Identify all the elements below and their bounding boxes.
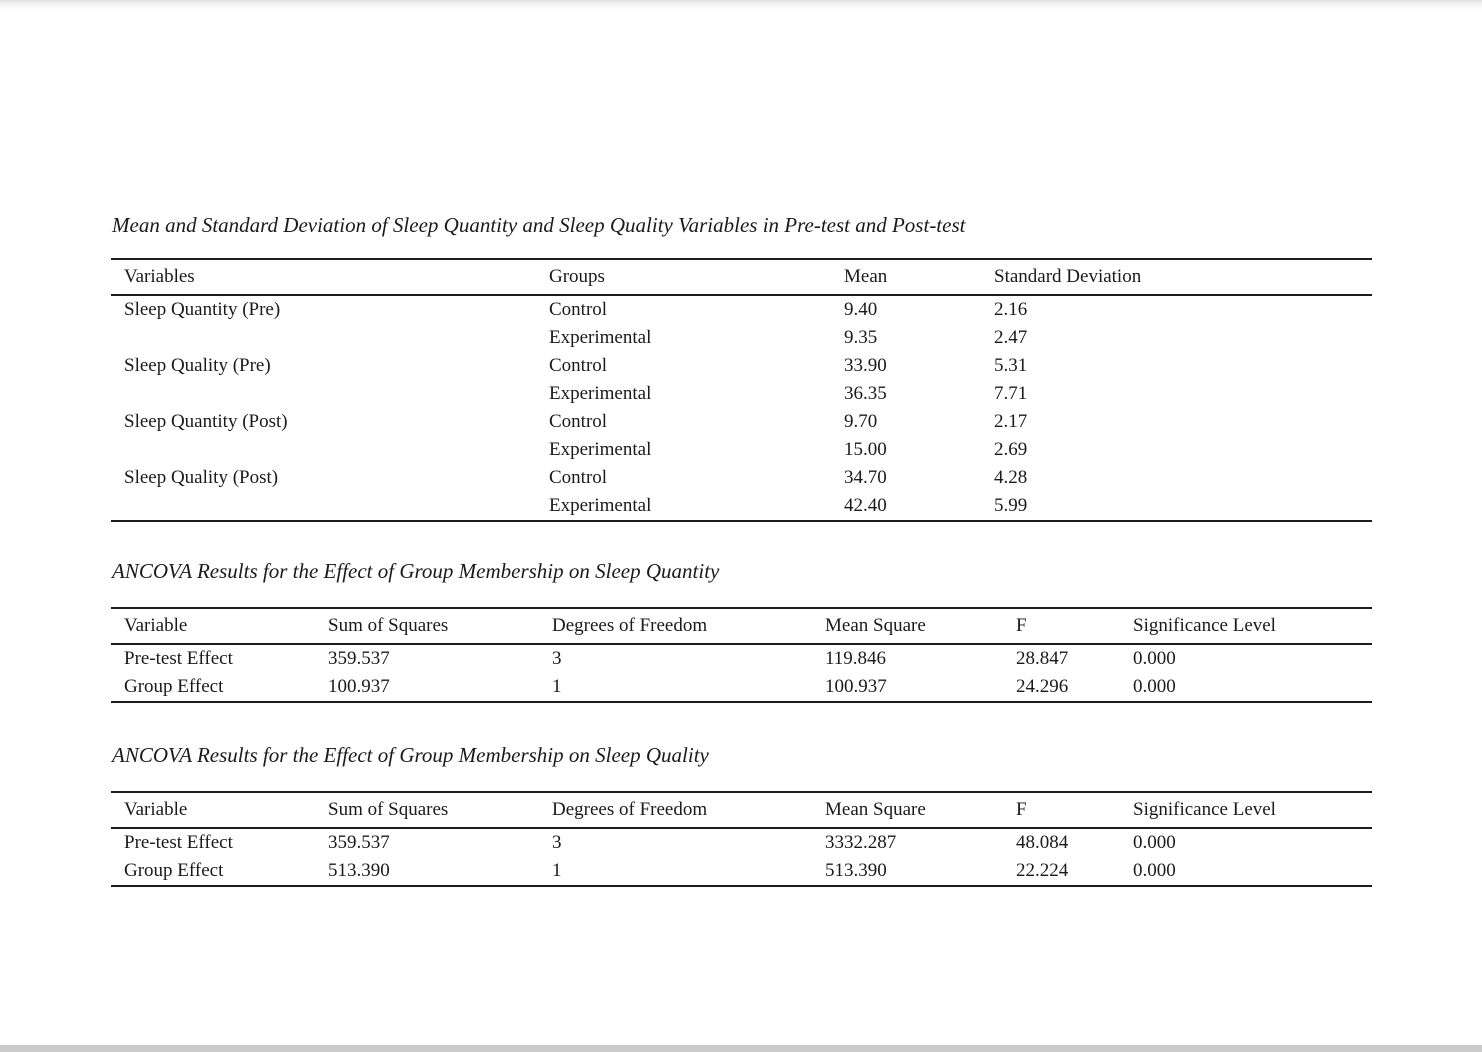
cell-variable bbox=[111, 324, 536, 352]
cell-group: Experimental bbox=[549, 383, 652, 404]
cell-group: Experimental bbox=[536, 492, 831, 522]
table-1-title: Mean and Standard Deviation of Sleep Qua… bbox=[112, 213, 966, 237]
cell-significance: 0.000 bbox=[1133, 832, 1176, 853]
col-header-f: F bbox=[1003, 607, 1120, 645]
table-row: Experimental 15.00 2.69 bbox=[111, 436, 1372, 464]
cell-variable bbox=[111, 436, 536, 464]
col-header-f: F bbox=[1003, 791, 1120, 829]
col-header-sum-of-squares: Sum of Squares bbox=[315, 607, 539, 645]
col-header-mean-square: Mean Square bbox=[812, 607, 1003, 645]
cell-variable: Group Effect bbox=[111, 673, 315, 703]
col-header-mean: Mean bbox=[831, 258, 981, 296]
page-bottom-edge bbox=[0, 1045, 1482, 1052]
cell-variable: Pre-test Effect bbox=[124, 832, 233, 853]
col-header-significance-level: Significance Level bbox=[1120, 791, 1372, 829]
table-3-title: ANCOVA Results for the Effect of Group M… bbox=[112, 743, 709, 767]
cell-significance: 0.000 bbox=[1120, 673, 1372, 703]
cell-group: Experimental bbox=[549, 439, 652, 460]
cell-sum-of-squares: 513.390 bbox=[315, 857, 539, 887]
cell-group: Experimental bbox=[549, 327, 652, 348]
table-row: Sleep Quantity (Pre) Control 9.40 2.16 bbox=[111, 295, 1372, 324]
cell-group: Control bbox=[549, 355, 608, 376]
cell-f: 24.296 bbox=[1003, 673, 1120, 703]
cell-mean: 36.35 bbox=[844, 383, 887, 404]
col-header-groups: Groups bbox=[536, 258, 831, 296]
ancova-quality-table: Variable Sum of Squares Degrees of Freed… bbox=[111, 791, 1372, 887]
table-row: Group Effect 513.390 1 513.390 22.224 0.… bbox=[111, 857, 1372, 887]
cell-sd: 2.47 bbox=[994, 327, 1028, 348]
cell-variable bbox=[111, 380, 536, 408]
table-header-row: Variable Sum of Squares Degrees of Freed… bbox=[111, 791, 1372, 829]
table-row: Experimental 42.40 5.99 bbox=[111, 492, 1372, 522]
cell-significance: 0.000 bbox=[1120, 857, 1372, 887]
cell-variable: Sleep Quality (Pre) bbox=[124, 355, 271, 376]
col-header-sum-of-squares: Sum of Squares bbox=[315, 791, 539, 829]
col-header-variable: Variable bbox=[111, 607, 315, 645]
means-sd-table: Variables Groups Mean Standard Deviation… bbox=[111, 258, 1372, 522]
cell-mean: 42.40 bbox=[831, 492, 981, 522]
cell-mean: 9.35 bbox=[844, 327, 878, 348]
table-2-title: ANCOVA Results for the Effect of Group M… bbox=[112, 559, 720, 583]
table-row: Experimental 9.35 2.47 bbox=[111, 324, 1372, 352]
cell-sd: 7.71 bbox=[994, 383, 1028, 404]
col-header-degrees-of-freedom: Degrees of Freedom bbox=[539, 791, 812, 829]
table-row: Sleep Quality (Pre) Control 33.90 5.31 bbox=[111, 352, 1372, 380]
cell-mean: 9.70 bbox=[844, 411, 878, 432]
cell-sd: 5.99 bbox=[981, 492, 1372, 522]
cell-df: 1 bbox=[539, 857, 812, 887]
col-header-variable: Variable bbox=[111, 791, 315, 829]
cell-mean-square: 3332.287 bbox=[825, 832, 897, 853]
cell-sd: 2.17 bbox=[994, 411, 1028, 432]
cell-mean: 34.70 bbox=[844, 467, 887, 488]
cell-variable: Sleep Quality (Post) bbox=[124, 467, 279, 488]
table-row: Sleep Quality (Post) Control 34.70 4.28 bbox=[111, 464, 1372, 492]
cell-sd: 2.69 bbox=[994, 439, 1028, 460]
table-header-row: Variables Groups Mean Standard Deviation bbox=[111, 258, 1372, 296]
col-header-significance-level: Significance Level bbox=[1120, 607, 1372, 645]
page-top-edge bbox=[0, 0, 1482, 10]
cell-variable: Group Effect bbox=[111, 857, 315, 887]
cell-df: 3 bbox=[552, 648, 562, 669]
cell-sd: 4.28 bbox=[994, 467, 1028, 488]
cell-mean-square: 513.390 bbox=[812, 857, 1003, 887]
cell-variable bbox=[111, 492, 536, 522]
cell-variable: Sleep Quantity (Post) bbox=[124, 411, 288, 432]
cell-variable: Sleep Quantity (Pre) bbox=[124, 299, 281, 320]
cell-sd: 5.31 bbox=[994, 355, 1028, 376]
table-row: Pre-test Effect 359.537 3 119.846 28.847… bbox=[111, 644, 1372, 673]
cell-group: Control bbox=[549, 467, 608, 488]
cell-significance: 0.000 bbox=[1133, 648, 1176, 669]
col-header-mean-square: Mean Square bbox=[812, 791, 1003, 829]
cell-f: 22.224 bbox=[1003, 857, 1120, 887]
cell-variable: Pre-test Effect bbox=[124, 648, 233, 669]
cell-mean-square: 119.846 bbox=[825, 648, 887, 669]
col-header-standard-deviation: Standard Deviation bbox=[981, 258, 1372, 296]
cell-f: 48.084 bbox=[1016, 832, 1069, 853]
cell-df: 1 bbox=[539, 673, 812, 703]
table-row: Pre-test Effect 359.537 3 3332.287 48.08… bbox=[111, 828, 1372, 857]
cell-mean: 15.00 bbox=[844, 439, 887, 460]
table-row: Sleep Quantity (Post) Control 9.70 2.17 bbox=[111, 408, 1372, 436]
cell-mean-square: 100.937 bbox=[812, 673, 1003, 703]
ancova-quantity-table: Variable Sum of Squares Degrees of Freed… bbox=[111, 607, 1372, 703]
table-row: Experimental 36.35 7.71 bbox=[111, 380, 1372, 408]
cell-sum-of-squares: 359.537 bbox=[328, 832, 390, 853]
table-row: Group Effect 100.937 1 100.937 24.296 0.… bbox=[111, 673, 1372, 703]
table-header-row: Variable Sum of Squares Degrees of Freed… bbox=[111, 607, 1372, 645]
cell-group: Control bbox=[549, 299, 608, 320]
cell-sd: 2.16 bbox=[994, 299, 1028, 320]
cell-sum-of-squares: 359.537 bbox=[328, 648, 390, 669]
cell-group: Control bbox=[549, 411, 608, 432]
cell-mean: 9.40 bbox=[844, 299, 878, 320]
col-header-variables: Variables bbox=[111, 258, 536, 296]
paper-content: Mean and Standard Deviation of Sleep Qua… bbox=[111, 212, 1372, 887]
col-header-degrees-of-freedom: Degrees of Freedom bbox=[539, 607, 812, 645]
cell-df: 3 bbox=[552, 832, 562, 853]
cell-mean: 33.90 bbox=[844, 355, 887, 376]
cell-sum-of-squares: 100.937 bbox=[315, 673, 539, 703]
cell-f: 28.847 bbox=[1016, 648, 1069, 669]
